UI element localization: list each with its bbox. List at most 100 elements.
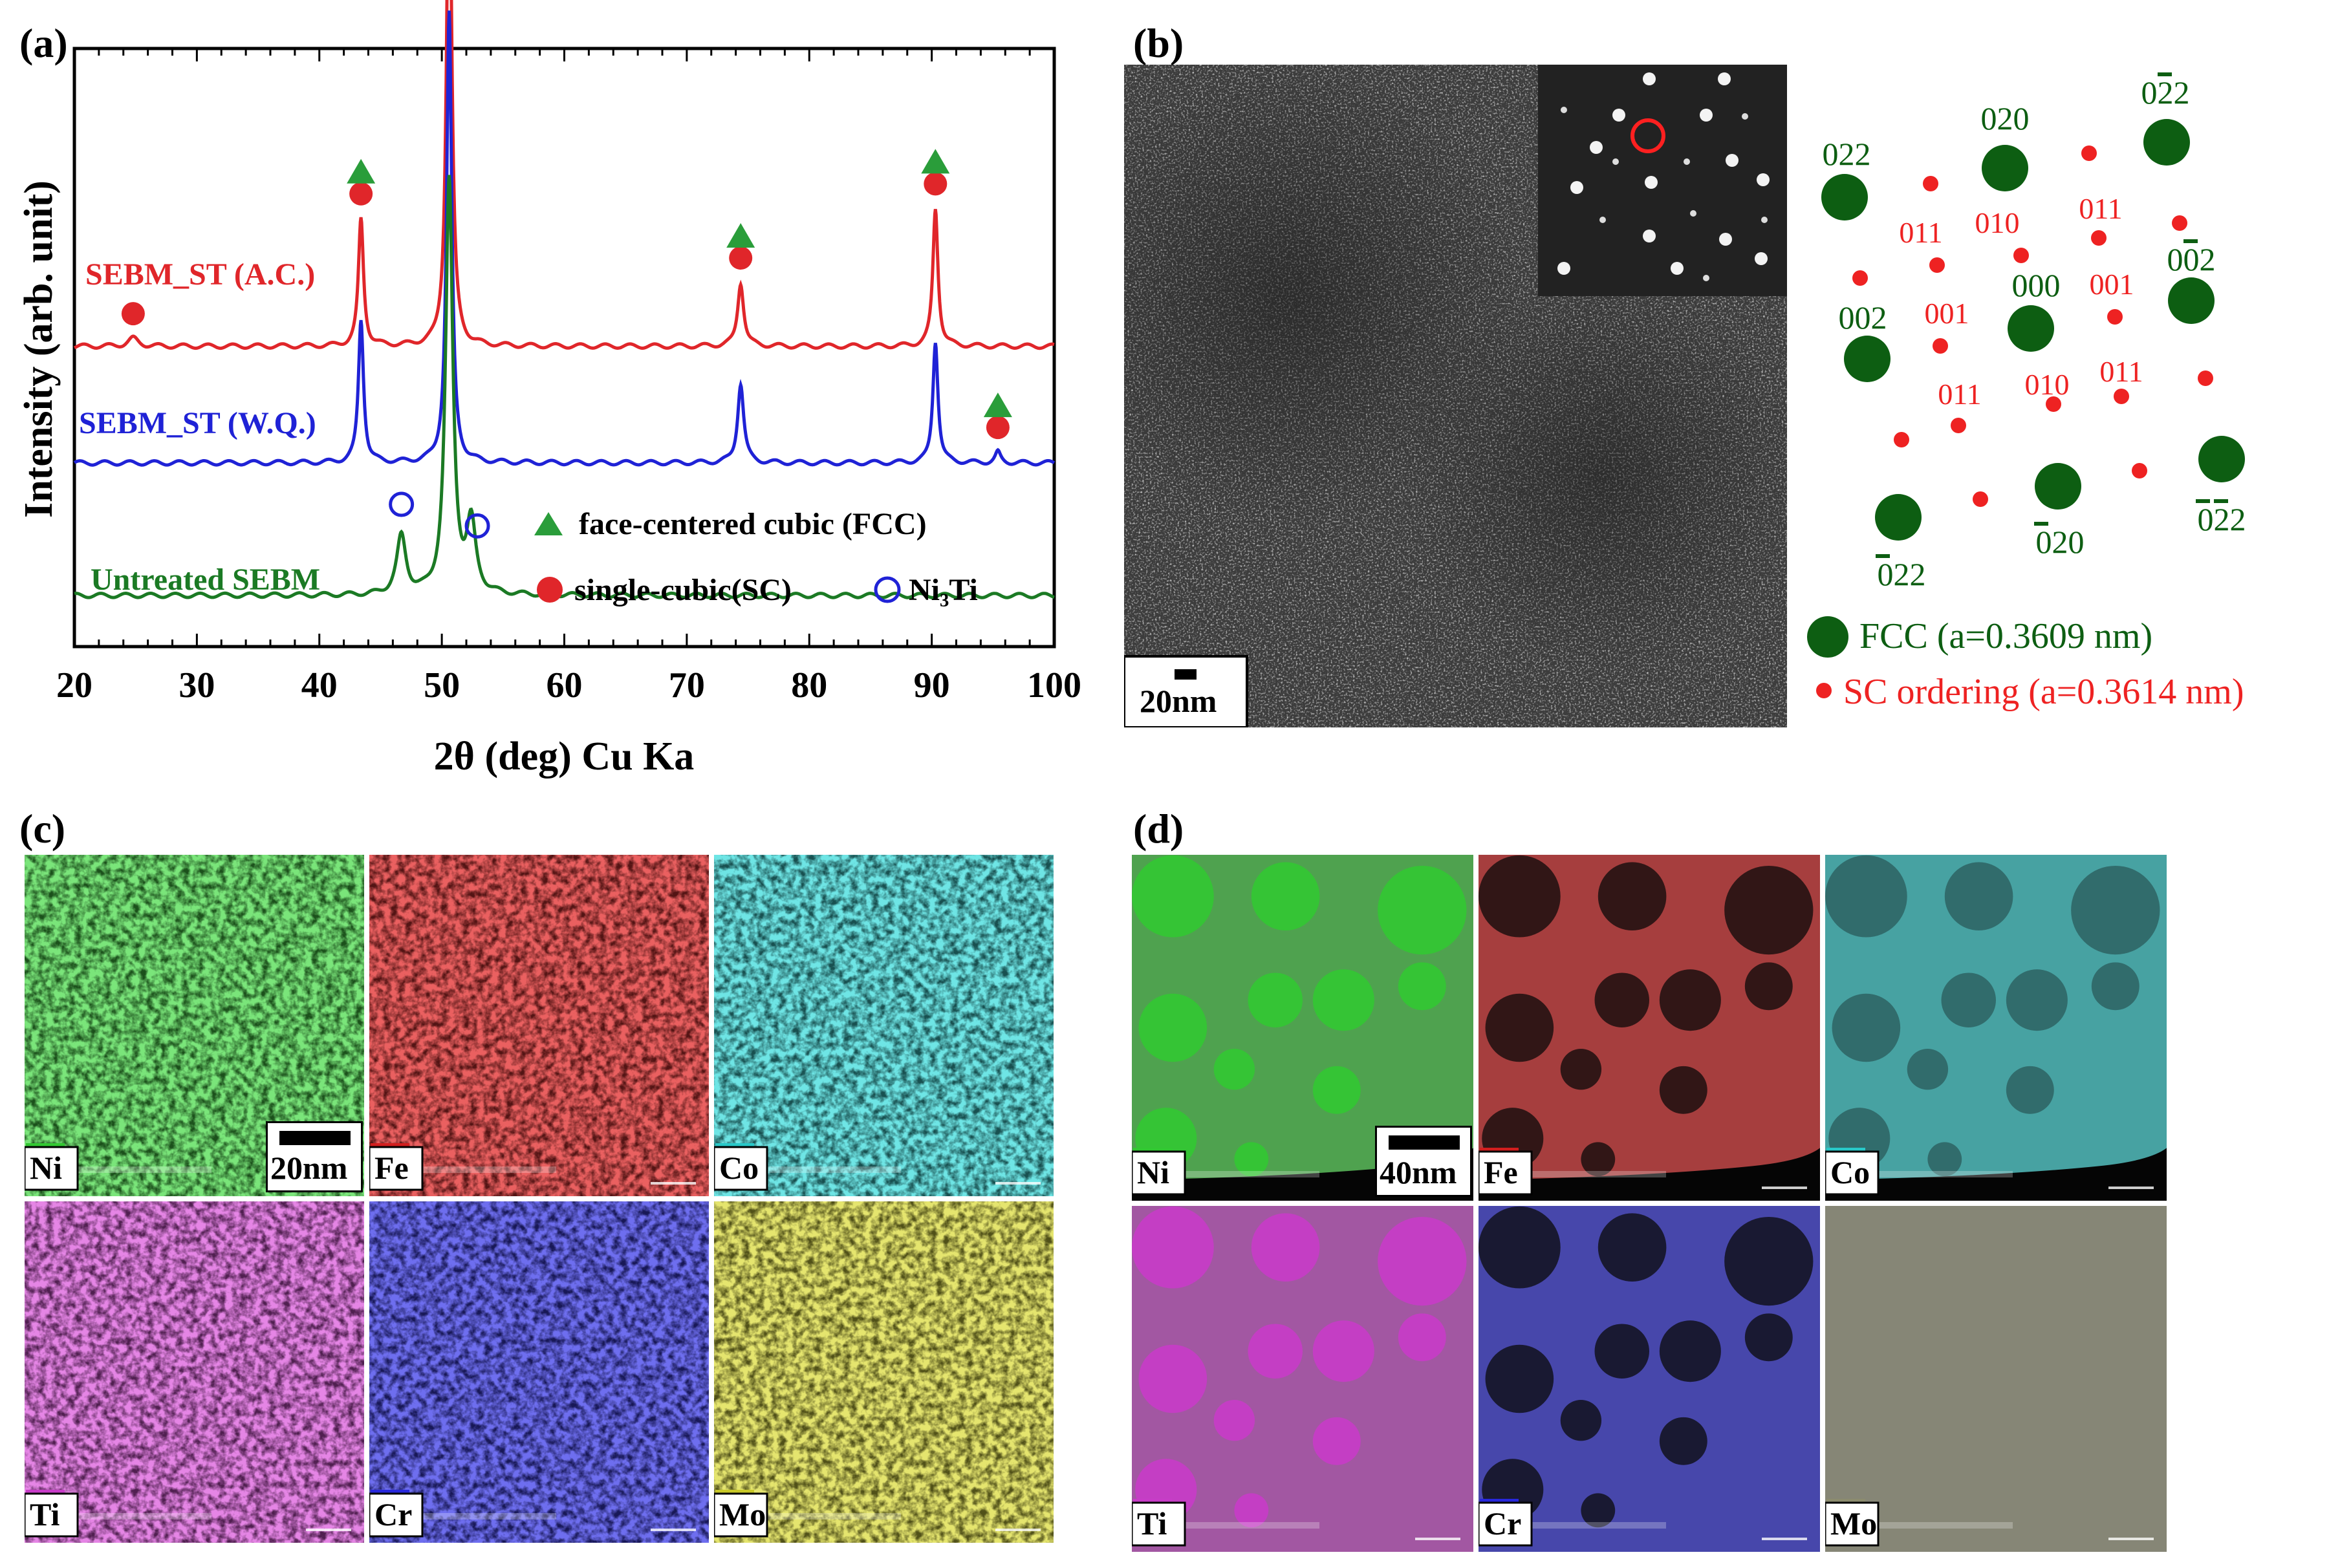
series-label-wq: SEBM_ST (W.Q.): [79, 406, 316, 440]
saed-spot: [1643, 72, 1656, 85]
legend-label-fcc: face-centered cubic (FCC): [579, 507, 927, 541]
fcc-spot-label: 022: [1878, 556, 1926, 592]
saed-spot: [1643, 230, 1656, 242]
sc-spot: [1951, 418, 1966, 433]
scale-bar: 20nm: [266, 1121, 363, 1192]
xrd-chart: 20 30 40 50 60 70 80 90 100 2θ (deg) Cu Ka Inten…: [17, 0, 1081, 779]
sc-spot-label: 011: [1938, 378, 1981, 411]
element-label: Co: [719, 1150, 759, 1186]
eds-map-ti: Ti: [25, 1201, 364, 1543]
fcc-spot-label: 022: [1823, 136, 1871, 172]
eds-map-ni: Ni 40nm: [1132, 855, 1473, 1201]
eds-map-mo: Mo: [714, 1201, 1054, 1543]
x-tick-label: 70: [669, 665, 705, 705]
fcc-spot-label: 002: [2167, 241, 2216, 277]
element-label: Fe: [1484, 1154, 1518, 1190]
element-label: Ni: [30, 1150, 62, 1186]
saed-spot: [1718, 72, 1731, 85]
fcc-peak-marker: [726, 223, 755, 248]
series-label-untreated: Untreated SEBM: [91, 563, 320, 597]
x-tick-label: 90: [914, 665, 950, 705]
eds-map-cr: Cr: [369, 1201, 709, 1543]
sc-spot: [2198, 371, 2213, 386]
sc-spot: [2091, 230, 2107, 246]
fcc-spot: [2143, 119, 2190, 166]
sc-peak-marker: [924, 172, 948, 196]
legend-sc-icon: [1816, 683, 1832, 698]
fcc-spot-label: 000: [2012, 267, 2061, 303]
panel-label-a: (a): [19, 20, 68, 66]
saed-spot-weak: [1703, 275, 1709, 281]
saed-spot-weak: [1684, 158, 1690, 165]
sc-spot: [1852, 270, 1868, 286]
sc-peak-marker: [986, 416, 1010, 440]
saed-spot: [1726, 154, 1739, 167]
saed-spot: [1755, 252, 1768, 265]
legend-circle-icon: [537, 577, 563, 603]
sc-spot-label: 011: [1899, 216, 1942, 249]
scale-bar-label: 40nm: [1380, 1154, 1457, 1190]
overbar: [2034, 522, 2048, 526]
tem-image: 20nm: [1124, 65, 1787, 727]
x-tick-label: 20: [56, 665, 92, 705]
panel-label-d: (d): [1133, 806, 1184, 852]
sc-spot: [1929, 257, 1945, 273]
sc-spot: [2081, 145, 2097, 161]
x-tick-label: 100: [1027, 665, 1081, 705]
saed-spot-weak: [1761, 217, 1768, 223]
fcc-spot: [1875, 494, 1922, 541]
overbar: [2196, 499, 2210, 503]
saed-spot: [1645, 176, 1658, 189]
overbar: [2158, 72, 2172, 76]
scale-bar: 40nm: [1375, 1126, 1472, 1197]
element-label: Ni: [1137, 1154, 1169, 1190]
sc-spot: [2046, 396, 2061, 412]
eds-map-co: Co: [1825, 855, 2167, 1201]
element-label: Mo: [1830, 1505, 1878, 1541]
eds-map-cr: Cr: [1479, 1206, 1820, 1552]
x-axis-label: 2θ (deg) Cu Ka: [434, 735, 695, 779]
tem-scale-bar: [1124, 655, 1248, 727]
x-tick-label: 50: [424, 665, 460, 705]
saed-spot-weak: [1690, 210, 1696, 217]
sc-spot-label: 001: [1925, 297, 1969, 330]
scale-bar-line: [1389, 1135, 1460, 1150]
sc-spot: [1973, 491, 1988, 507]
legend-ring-icon: [874, 576, 901, 603]
overbar: [2214, 499, 2228, 503]
fcc-spot: [2008, 305, 2054, 352]
element-label: Co: [1830, 1154, 1870, 1190]
ni3ti-peak-marker: [389, 491, 415, 517]
x-tick-label: 30: [179, 665, 215, 705]
fcc-spot: [1821, 174, 1868, 220]
series-line-0: [73, 0, 1055, 350]
sc-spot: [2172, 215, 2187, 231]
saed-spot-weak: [1742, 113, 1748, 120]
fcc-spot-label: 022: [2141, 74, 2190, 111]
eds-map-ni: Ni 20nm: [25, 855, 364, 1196]
panel-label-c: (c): [19, 806, 66, 852]
series-line-2: [74, 175, 1055, 599]
element-label: Ti: [1137, 1505, 1167, 1541]
overbar: [2183, 239, 2198, 243]
sc-spot: [2132, 463, 2147, 478]
saed-spot: [1719, 233, 1732, 246]
eds-map-fe: Fe: [369, 855, 709, 1196]
fcc-spot: [1982, 145, 2028, 191]
diffraction-schematic: 022 020 022 002 000 002 022 020 022 011 010 011 001…: [1807, 72, 2246, 712]
saed-spot: [1590, 141, 1603, 154]
x-tick-label: 80: [791, 665, 827, 705]
saed-spot: [1671, 262, 1684, 275]
fcc-spot-label: 020: [1981, 100, 2030, 136]
fcc-spot-label: 022: [2198, 501, 2246, 537]
fcc-spot-label: 002: [1839, 299, 1887, 336]
saed-spot: [1612, 109, 1625, 122]
element-label: Cr: [1484, 1505, 1522, 1541]
fcc-spot: [2035, 463, 2081, 510]
eds-map-co: Co: [714, 855, 1054, 1196]
sc-spot: [2114, 389, 2129, 404]
scale-bar-line: [279, 1131, 351, 1145]
x-tick-label: 40: [301, 665, 338, 705]
fcc-peak-marker: [983, 392, 1012, 418]
sc-spot-label: 011: [2099, 355, 2143, 388]
